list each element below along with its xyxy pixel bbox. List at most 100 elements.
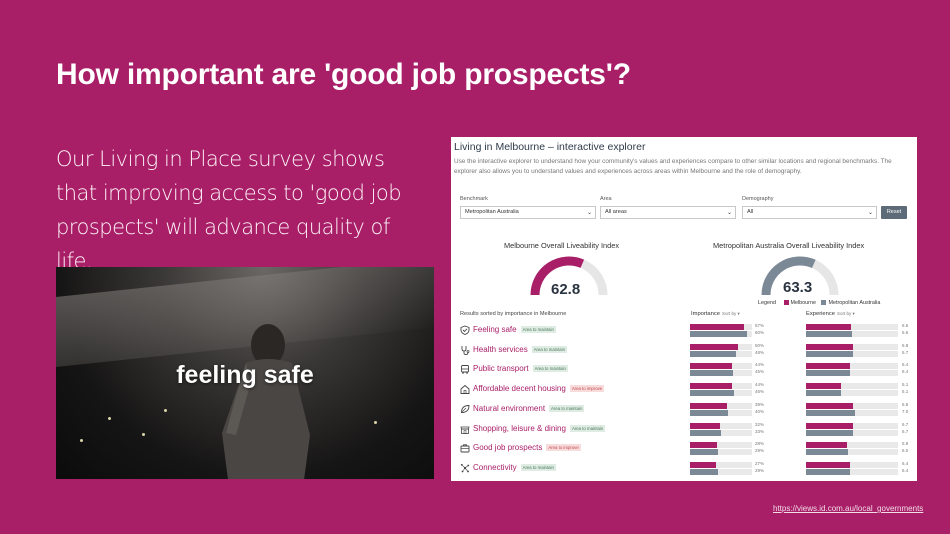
chevron-down-icon: ⌄ — [867, 210, 873, 216]
source-link[interactable]: https://views.id.com.au/local_government… — [773, 504, 924, 513]
chevron-down-icon: ⌄ — [586, 210, 592, 216]
briefcase-icon — [460, 444, 470, 453]
importance-bar-metro — [690, 468, 718, 475]
house-icon — [460, 384, 470, 395]
list-item[interactable]: Good job prospects Area to improve 28% 29% 5… — [451, 441, 917, 461]
list-item-label-text: Public transport — [473, 364, 529, 374]
stethoscope-icon — [461, 345, 470, 355]
importance-bar-melbourne-track — [690, 402, 752, 409]
demography-select-value: All — [747, 209, 754, 215]
experience-bar-metro — [806, 449, 848, 456]
melbourne-gauge — [530, 256, 608, 296]
metro-gauge-value: 63.3 — [783, 279, 813, 296]
legend-metro: Metropolitan Australia — [828, 300, 881, 306]
importance-header[interactable]: Importance Sort by ▾ — [691, 311, 740, 317]
importance-bar-melbourne — [690, 383, 732, 390]
importance-bar-metro-track — [690, 409, 752, 416]
benchmark-label: Benchmark — [460, 196, 488, 202]
importance-bar-metro-track — [690, 390, 752, 397]
importance-value-melbourne: 50% — [755, 342, 765, 348]
list-item[interactable]: Natural environment Area to maintain 39% 40… — [451, 402, 917, 422]
demography-select[interactable]: All ⌄ — [742, 206, 877, 219]
experience-bar-melbourne — [806, 383, 842, 390]
list-item-label[interactable]: Public transport Area to maintain — [473, 364, 568, 373]
list-item-label[interactable]: Natural environment Area to maintain — [473, 403, 585, 413]
list-item-label[interactable]: Good job prospects Area to improve — [473, 443, 581, 452]
importance-bar-metro-track — [690, 429, 752, 436]
experience-bar-metro-track — [806, 449, 898, 456]
experience-bar-melbourne — [806, 422, 853, 429]
importance-bar-metro — [690, 370, 733, 377]
importance-bar-melbourne-track — [690, 461, 752, 468]
experience-bar-melbourne-track — [806, 442, 898, 449]
experience-bar-metro — [806, 468, 851, 475]
list-item-label[interactable]: Connectivity Area to maintain — [473, 463, 556, 472]
importance-bar-melbourne — [690, 461, 716, 468]
reset-button[interactable]: Reset — [881, 206, 907, 219]
importance-bar-melbourne-track — [690, 343, 752, 350]
benchmark-select-value: Metropolitan Australia — [465, 209, 519, 215]
area-label: Area — [600, 196, 612, 202]
experience-value-metro: 6.7 — [902, 428, 909, 434]
importance-bar-metro — [690, 331, 748, 337]
experience-value-melbourne: 6.5 — [902, 323, 909, 328]
list-item[interactable]: Health services Area to maintain 50% 48% 6.8… — [451, 343, 917, 363]
person-silhouette — [222, 324, 310, 479]
list-item-label[interactable]: Shopping, leisure & dining Area to mainta… — [473, 424, 606, 433]
importance-value-metro: 60% — [755, 330, 765, 335]
metro-gauge-title: Metropolitan Australia Overall Liveabili… — [713, 241, 865, 250]
experience-bar-metro-track — [806, 429, 898, 436]
list-item-label-text: Health services — [473, 344, 528, 354]
legend-swatch-metro — [821, 300, 827, 306]
experience-sortby[interactable]: Sort by ▾ — [837, 311, 855, 316]
chevron-down-icon: ⌄ — [726, 210, 732, 216]
network-icon — [460, 463, 470, 473]
demography-label: Demography — [742, 196, 774, 202]
list-item[interactable]: Shopping, leisure & dining Area to mainta… — [451, 422, 917, 442]
importance-bar-metro — [690, 409, 729, 416]
list-item[interactable]: Public transport Area to maintain 44% 45% 6.… — [451, 362, 917, 382]
benchmark-select[interactable]: Metropolitan Australia ⌄ — [460, 206, 596, 219]
importance-bar-metro-track — [690, 468, 752, 475]
area-select[interactable]: All areas ⌄ — [600, 206, 736, 219]
experience-value-metro: 6.6 — [902, 330, 909, 335]
melbourne-gauge-title: Melbourne Overall Liveability Index — [504, 241, 620, 250]
area-select-value: All areas — [605, 209, 627, 215]
importance-bar-metro-track — [690, 449, 752, 456]
list-item[interactable]: Affordable decent housing Area to improve… — [451, 382, 917, 402]
list-item-label-text: Natural environment — [473, 403, 546, 413]
experience-value-metro: 6.7 — [902, 349, 909, 355]
list-item[interactable]: Feeling safe Area to maintain 57% 60% 6.5 6.6 — [451, 323, 917, 343]
importance-bar-melbourne-track — [690, 442, 752, 449]
feeling-safe-photo: feeling safe — [56, 267, 434, 479]
list-item-label-text: Affordable decent housing — [473, 384, 566, 394]
experience-bar-melbourne — [806, 461, 851, 468]
list-item-label[interactable]: Affordable decent housing Area to improve — [473, 384, 605, 394]
experience-bar-melbourne-track — [806, 461, 898, 468]
legend-label: Legend — [758, 300, 776, 306]
experience-bar-metro-track — [806, 468, 898, 475]
status-badge: Area to maintain — [532, 365, 568, 373]
experience-bar-metro-track — [806, 350, 898, 357]
experience-bar-metro-track — [806, 331, 898, 337]
legend-melbourne: Melbourne — [790, 300, 816, 306]
experience-value-metro: 6.4 — [902, 467, 909, 473]
list-item-label[interactable]: Feeling safe Area to maintain — [473, 325, 556, 334]
legend: Legend Melbourne Metropolitan Australia — [758, 300, 880, 306]
list-item-label-text: Connectivity — [473, 462, 517, 472]
experience-header[interactable]: Experience Sort by ▾ — [806, 311, 855, 317]
importance-bar-melbourne — [690, 343, 738, 350]
importance-value-melbourne: 39% — [755, 401, 765, 407]
list-item[interactable]: Connectivity Area to maintain 27% 29% 6.4 6.4 — [451, 461, 917, 481]
sorted-label: Results sorted by importance in Melbourn… — [460, 311, 567, 317]
importance-bar-metro-track — [690, 331, 752, 337]
experience-value-metro: 7.0 — [902, 408, 909, 414]
importance-bar-metro-track — [690, 370, 752, 377]
experience-bar-metro-track — [806, 409, 898, 416]
status-badge: Area to maintain — [569, 424, 606, 432]
importance-value-melbourne: 28% — [755, 441, 765, 447]
importance-bar-melbourne — [690, 363, 732, 370]
list-item-label[interactable]: Health services Area to maintain — [473, 345, 567, 354]
importance-sortby[interactable]: Sort by ▾ — [722, 311, 740, 316]
intro-text: Our Living in Place survey shows that im… — [56, 147, 402, 273]
